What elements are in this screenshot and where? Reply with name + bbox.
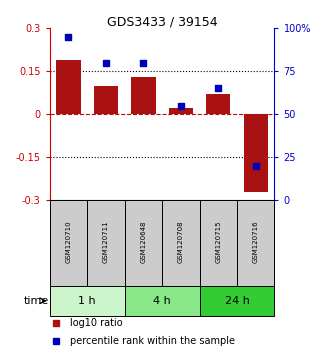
Bar [206,94,230,114]
Text: time: time [24,296,49,306]
Text: 4 h: 4 h [153,296,171,306]
Point [253,163,258,169]
Title: GDS3433 / 39154: GDS3433 / 39154 [107,15,217,28]
Point [216,86,221,91]
Text: GSM120648: GSM120648 [140,220,146,263]
Bar [169,108,193,114]
Bar [200,286,274,315]
Text: 24 h: 24 h [225,296,249,306]
Point [66,34,71,40]
Bar [125,200,162,286]
Text: GSM120715: GSM120715 [215,220,221,263]
Bar [162,200,200,286]
Bar [87,200,125,286]
Text: 1 h: 1 h [78,296,96,306]
Text: percentile rank within the sample: percentile rank within the sample [70,336,235,346]
Point [103,60,108,65]
Bar [50,286,125,315]
Bar [125,286,200,315]
Text: log10 ratio: log10 ratio [70,318,123,328]
Point [178,103,183,108]
Bar [200,200,237,286]
Bar [56,60,81,114]
Bar [94,86,118,114]
Bar [244,114,268,192]
Bar [131,77,156,114]
Point [141,60,146,65]
Text: GSM120711: GSM120711 [103,220,109,263]
Text: GSM120708: GSM120708 [178,220,184,263]
Bar [237,200,274,286]
Text: GSM120710: GSM120710 [65,220,72,263]
Text: GSM120716: GSM120716 [253,220,259,263]
Bar [50,200,87,286]
